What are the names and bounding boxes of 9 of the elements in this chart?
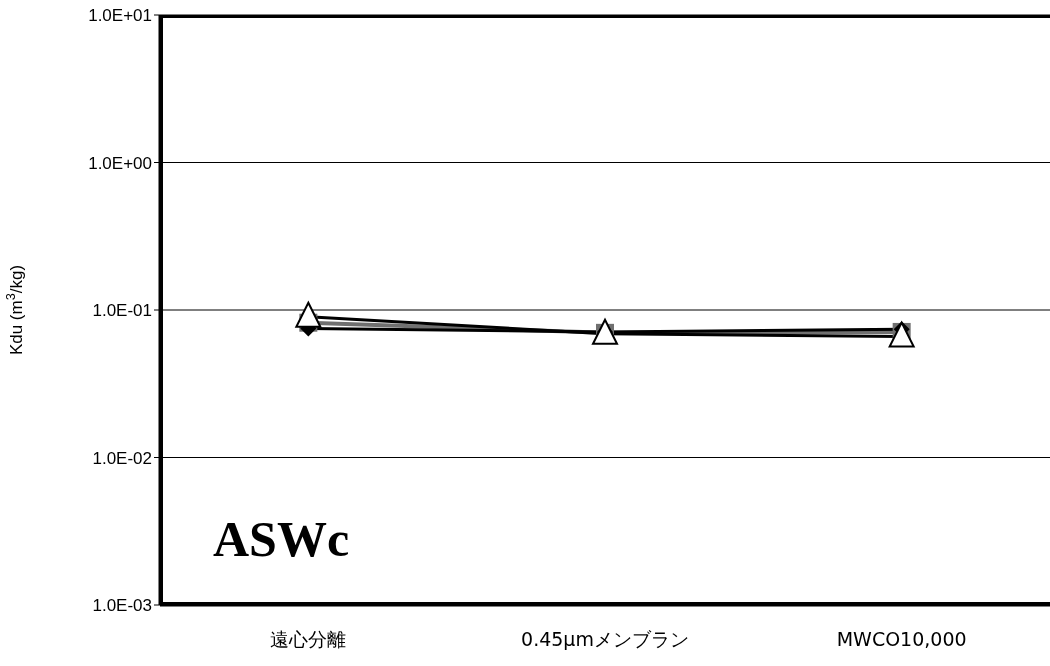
- y-tick-label: 1.0E-02: [92, 448, 152, 468]
- x-tick-label: MWCO10,000: [836, 628, 967, 651]
- annotation: ASWc: [213, 510, 350, 568]
- x-tick-label: 遠心分離: [270, 628, 347, 651]
- y-tick-label: 1.0E-01: [92, 301, 152, 321]
- x-tick-label: 0.45μmメンブラン: [521, 628, 689, 651]
- y-tick-label: 1.0E+01: [88, 6, 152, 26]
- y-tick-label: 1.0E-03: [92, 596, 152, 616]
- y-tick-label: 1.0E+00: [88, 153, 152, 173]
